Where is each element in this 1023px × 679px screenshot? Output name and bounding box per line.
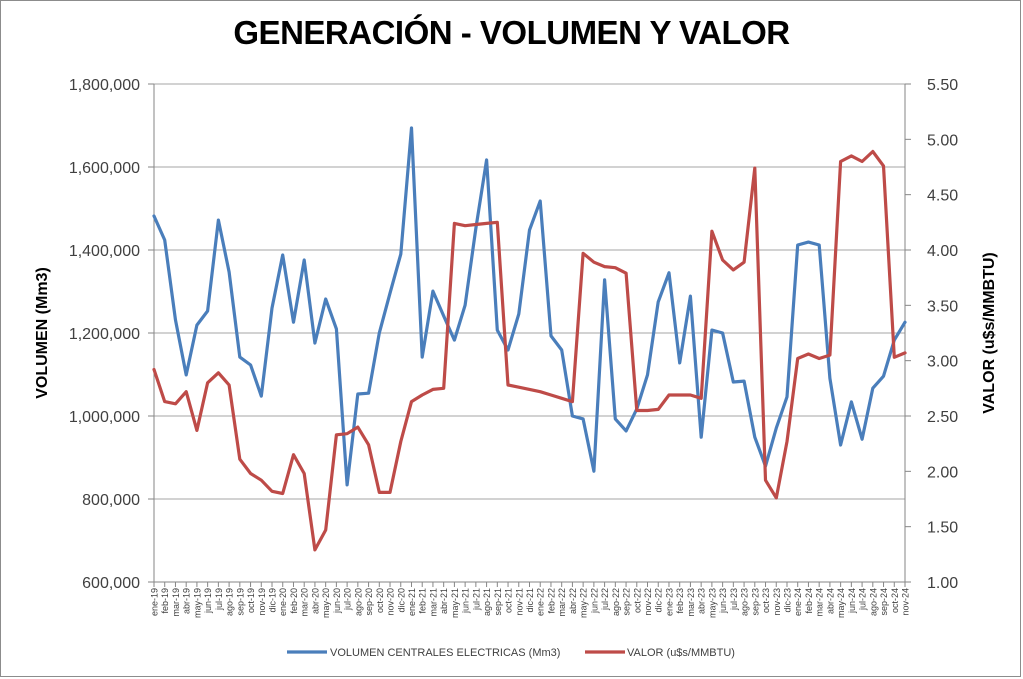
x-tick-label: mar-19	[171, 588, 181, 617]
x-tick-label: abr-19	[182, 588, 192, 614]
y2-tick-label: 3.00	[927, 354, 958, 371]
x-tick-label: may-20	[321, 588, 331, 618]
x-tick-label: abr-21	[439, 588, 449, 614]
x-tick-label: nov-24	[901, 588, 911, 616]
y2-tick-label: 5.50	[927, 77, 958, 94]
x-tick-label: ene-19	[150, 588, 160, 616]
x-tick-label: dic-19	[268, 588, 278, 613]
x-tick-label: oct-24	[890, 588, 900, 613]
y-tick-label: 600,000	[82, 575, 140, 592]
x-tick-label: ene-20	[278, 588, 288, 616]
x-tick-label: mar-24	[815, 588, 825, 617]
x-tick-label: dic-22	[654, 588, 664, 613]
y-tick-label: 1,800,000	[69, 77, 140, 94]
x-tick-label: may-23	[707, 588, 717, 618]
x-tick-label: jun-20	[332, 588, 342, 614]
x-tick-label: ene-24	[793, 588, 803, 616]
x-tick-label: ago-20	[353, 588, 363, 616]
x-tick-label: feb-20	[289, 588, 299, 614]
y-tick-label: 1,000,000	[69, 409, 140, 426]
y2-tick-label: 1.00	[927, 575, 958, 592]
y2-tick-label: 2.50	[927, 409, 958, 426]
x-tick-label: feb-23	[675, 588, 685, 614]
x-tick-label: jul-23	[729, 588, 739, 611]
x-tick-label: abr-22	[568, 588, 578, 614]
x-tick-label: dic-21	[525, 588, 535, 613]
x-tick-label: sep-23	[750, 588, 760, 616]
x-tick-label: feb-22	[546, 588, 556, 614]
x-tick-label: dic-20	[396, 588, 406, 613]
x-tick-label: sep-20	[364, 588, 374, 616]
y-tick-label: 1,400,000	[69, 243, 140, 260]
x-tick-label: ene-22	[536, 588, 546, 616]
x-tick-label: oct-23	[761, 588, 771, 613]
x-tick-label: abr-24	[825, 588, 835, 614]
x-tick-label: ene-21	[407, 588, 417, 616]
y2-tick-label: 4.00	[927, 243, 958, 260]
y2-axis-title: VALOR (u$s/MMBTU)	[981, 252, 998, 413]
x-tick-label: abr-20	[310, 588, 320, 614]
x-tick-label: nov-20	[386, 588, 396, 616]
x-tick-label: nov-21	[514, 588, 524, 616]
x-tick-label: jul-24	[858, 588, 868, 611]
x-tick-label: jul-19	[214, 588, 224, 611]
x-tick-label: dic-23	[782, 588, 792, 613]
x-tick-label: jul-22	[600, 588, 610, 611]
y2-tick-label: 2.00	[927, 464, 958, 481]
x-tick-label: abr-23	[697, 588, 707, 614]
chart-title: GENERACIÓN - VOLUMEN Y VALOR	[233, 14, 790, 51]
y2-tick-label: 5.00	[927, 132, 958, 149]
x-tick-label: mar-20	[300, 588, 310, 617]
x-tick-label: may-22	[579, 588, 589, 618]
x-tick-label: feb-21	[418, 588, 428, 614]
x-tick-label: jun-19	[203, 588, 213, 614]
x-tick-label: feb-24	[804, 588, 814, 614]
y-tick-label: 1,600,000	[69, 160, 140, 177]
x-tick-label: ago-23	[740, 588, 750, 616]
series-line-volumen	[152, 126, 907, 487]
x-tick-label: jul-20	[343, 588, 353, 611]
x-tick-label: jul-21	[471, 588, 481, 611]
y2-tick-label: 4.50	[927, 188, 958, 205]
x-tick-label: nov-19	[257, 588, 267, 616]
x-tick-label: oct-19	[246, 588, 256, 613]
x-tick-label: ago-22	[611, 588, 621, 616]
y-tick-label: 800,000	[82, 492, 140, 509]
legend-label: VOLUMEN CENTRALES ELECTRICAS (Mm3)	[330, 647, 560, 659]
x-tick-label: may-19	[192, 588, 202, 618]
y2-tick-label: 3.50	[927, 298, 958, 315]
x-tick-label: sep-24	[879, 588, 889, 616]
x-tick-label: jun-22	[589, 588, 599, 614]
x-tick-label: jun-24	[847, 588, 857, 614]
x-tick-label: nov-22	[643, 588, 653, 616]
x-tick-label: oct-22	[632, 588, 642, 613]
x-tick-label: sep-19	[235, 588, 245, 616]
x-tick-label: mar-21	[428, 588, 438, 617]
x-tick-label: may-21	[450, 588, 460, 618]
y2-tick-label: 1.50	[927, 520, 958, 537]
y-axis-title: VOLUMEN (Mm3)	[34, 267, 51, 399]
x-tick-label: oct-21	[504, 588, 514, 613]
x-tick-label: jun-21	[461, 588, 471, 614]
x-tick-label: sep-22	[622, 588, 632, 616]
x-tick-label: ago-19	[225, 588, 235, 616]
x-tick-label: nov-23	[772, 588, 782, 616]
x-tick-label: mar-23	[686, 588, 696, 617]
x-tick-label: oct-20	[375, 588, 385, 613]
y-tick-label: 1,200,000	[69, 326, 140, 343]
x-tick-label: ago-24	[868, 588, 878, 616]
x-tick-label: mar-22	[557, 588, 567, 617]
x-tick-label: jun-23	[718, 588, 728, 614]
x-tick-label: ago-21	[482, 588, 492, 616]
x-tick-label: feb-19	[160, 588, 170, 614]
x-tick-label: sep-21	[493, 588, 503, 616]
x-tick-label: may-24	[836, 588, 846, 618]
x-tick-label: ene-23	[664, 588, 674, 616]
legend-label: VALOR (u$s/MMBTU)	[627, 647, 735, 659]
